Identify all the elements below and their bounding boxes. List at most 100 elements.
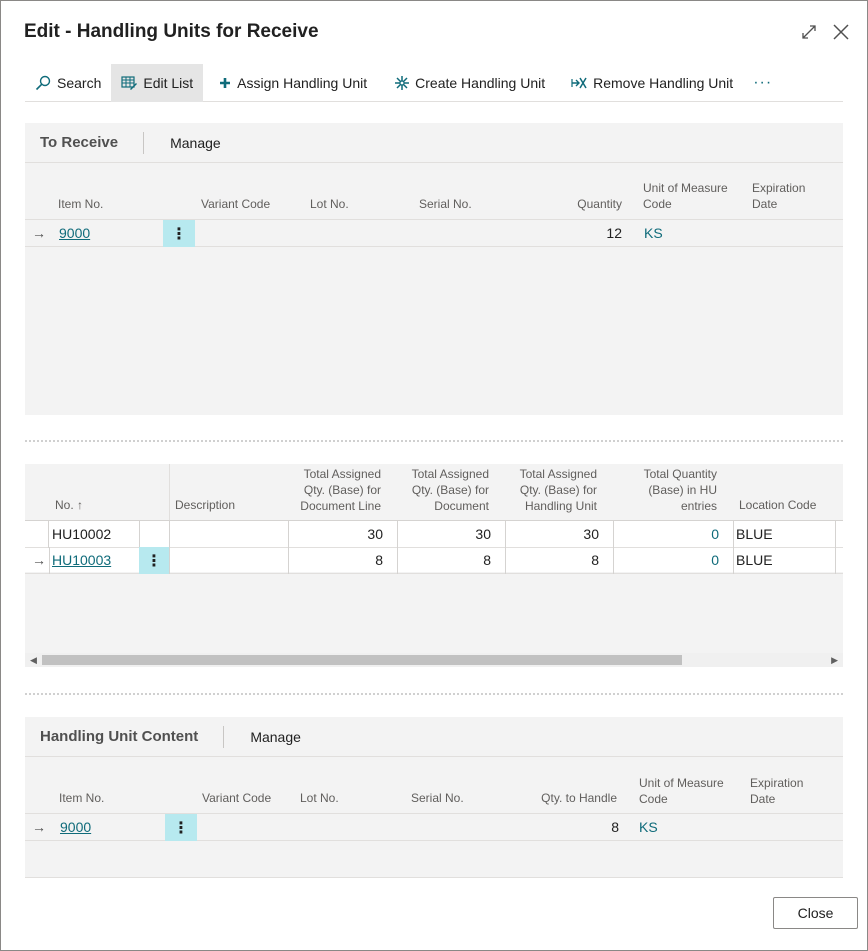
col-label: (Base) in HU bbox=[648, 483, 717, 497]
table-row[interactable]: → 9000 ⋮ 12 KS bbox=[25, 220, 843, 247]
location-cell: BLUE bbox=[736, 526, 773, 542]
search-icon bbox=[35, 75, 51, 91]
col-label: Total Assigned bbox=[303, 467, 381, 481]
cell-divider bbox=[613, 521, 614, 548]
row-arrow-icon: → bbox=[32, 819, 46, 835]
doc-line-cell: 8 bbox=[375, 552, 383, 568]
description-cell[interactable] bbox=[169, 547, 289, 574]
close-button[interactable]: Close bbox=[773, 897, 858, 929]
col-expiration-date[interactable]: Expiration Date bbox=[750, 775, 803, 807]
col-quantity[interactable]: Quantity bbox=[577, 197, 622, 211]
cell-divider bbox=[49, 547, 50, 574]
search-label: Search bbox=[57, 74, 102, 91]
col-location-code[interactable]: Location Code bbox=[739, 498, 817, 512]
table-row[interactable]: HU10002 30 30 30 0 BLUE bbox=[25, 521, 843, 548]
col-serial-no[interactable]: Serial No. bbox=[419, 197, 472, 211]
col-description[interactable]: Description bbox=[175, 498, 236, 512]
location-cell: BLUE bbox=[736, 552, 773, 568]
assign-handling-unit-button[interactable]: Assign Handling Unit bbox=[203, 64, 377, 102]
col-total-assigned-hu[interactable]: Total Assigned Qty. (Base) for Handling … bbox=[501, 466, 597, 514]
col-label: Document Line bbox=[300, 499, 381, 513]
dialog-title: Edit - Handling Units for Receive bbox=[24, 21, 319, 42]
entries-cell[interactable]: 0 bbox=[711, 526, 719, 542]
row-selector[interactable] bbox=[25, 521, 49, 548]
cell-divider bbox=[835, 547, 836, 574]
to-receive-part: To Receive Manage Item No. Variant Code … bbox=[25, 123, 843, 415]
expand-icon[interactable] bbox=[798, 21, 820, 43]
remove-handling-unit-button[interactable]: Remove Handling Unit bbox=[555, 64, 743, 102]
col-item-no[interactable]: Item No. bbox=[59, 791, 105, 805]
row-menu-button[interactable]: ⋮ bbox=[139, 547, 169, 574]
col-lot-no[interactable]: Lot No. bbox=[300, 791, 339, 805]
col-exp-line1: Expiration bbox=[752, 181, 806, 195]
assign-handling-unit-label: Assign Handling Unit bbox=[237, 74, 368, 91]
to-receive-header: To Receive Manage bbox=[25, 123, 843, 163]
doc-cell: 30 bbox=[475, 526, 491, 542]
edit-list-button[interactable]: Edit List bbox=[111, 63, 204, 102]
cell-divider bbox=[505, 547, 506, 574]
col-uom-line1: Unit of Measure bbox=[643, 181, 728, 195]
horizontal-scrollbar[interactable]: ◀ ▶ bbox=[25, 653, 843, 667]
col-label: entries bbox=[680, 499, 717, 513]
col-qty-to-handle[interactable]: Qty. to Handle bbox=[541, 791, 617, 805]
col-label: Total Assigned bbox=[411, 467, 489, 481]
col-variant-code[interactable]: Variant Code bbox=[201, 197, 271, 211]
plus-icon bbox=[219, 77, 231, 89]
scroll-left-arrow-icon[interactable]: ◀ bbox=[30, 655, 37, 665]
hu-cell: 30 bbox=[583, 526, 599, 542]
col-total-quantity-hu-entries[interactable]: Total Quantity (Base) in HU entries bbox=[621, 466, 717, 514]
section-divider bbox=[25, 693, 843, 695]
row-menu-slot bbox=[139, 521, 169, 548]
table-row[interactable]: → HU10003 ⋮ 8 8 8 0 BLUE bbox=[25, 547, 843, 574]
col-lot-no[interactable]: Lot No. bbox=[310, 197, 349, 211]
header-divider bbox=[169, 464, 170, 521]
col-expiration-date[interactable]: Expiration Date bbox=[752, 180, 805, 212]
entries-cell[interactable]: 0 bbox=[711, 552, 719, 568]
item-no-cell[interactable]: 9000 bbox=[59, 225, 91, 241]
col-no[interactable]: No. ↑ bbox=[55, 498, 84, 512]
uom-cell[interactable]: KS bbox=[639, 819, 658, 835]
col-label: Qty. (Base) for bbox=[303, 483, 381, 497]
hu-cell: 8 bbox=[591, 552, 599, 568]
cell-divider bbox=[397, 521, 398, 548]
hu-content-manage-button[interactable]: Manage bbox=[250, 728, 301, 745]
col-item-no[interactable]: Item No. bbox=[58, 197, 104, 211]
col-uom-line1: Unit of Measure bbox=[639, 776, 724, 790]
row-menu-button[interactable]: ⋮ bbox=[163, 220, 195, 247]
to-receive-manage-button[interactable]: Manage bbox=[170, 134, 221, 151]
cell-divider bbox=[733, 547, 734, 574]
col-variant-code[interactable]: Variant Code bbox=[202, 791, 272, 805]
sparkle-icon bbox=[395, 75, 410, 90]
col-total-assigned-doc-line[interactable]: Total Assigned Qty. (Base) for Document … bbox=[285, 466, 381, 514]
close-icon[interactable] bbox=[830, 21, 852, 43]
footer-divider bbox=[25, 877, 843, 878]
uom-cell[interactable]: KS bbox=[644, 225, 663, 241]
row-menu-button[interactable]: ⋮ bbox=[165, 814, 197, 841]
col-serial-no[interactable]: Serial No. bbox=[411, 791, 464, 805]
description-cell[interactable] bbox=[169, 521, 289, 548]
more-options-button[interactable]: ··· bbox=[753, 73, 773, 91]
scroll-right-arrow-icon[interactable]: ▶ bbox=[831, 655, 838, 665]
hu-content-title: Handling Unit Content bbox=[25, 725, 225, 748]
item-no-cell[interactable]: 9000 bbox=[60, 819, 92, 835]
scrollbar-thumb[interactable] bbox=[42, 655, 682, 665]
hu-no-cell[interactable]: HU10002 bbox=[52, 526, 112, 542]
create-handling-unit-label: Create Handling Unit bbox=[415, 74, 546, 91]
hu-content-header: Handling Unit Content Manage bbox=[25, 717, 843, 757]
create-handling-unit-button[interactable]: Create Handling Unit bbox=[377, 64, 555, 102]
table-row[interactable]: → 9000 ⋮ 8 KS bbox=[25, 814, 843, 841]
cell-divider bbox=[835, 521, 836, 548]
col-total-assigned-doc[interactable]: Total Assigned Qty. (Base) for Document bbox=[393, 466, 489, 514]
hu-no-cell[interactable]: HU10003 bbox=[52, 552, 112, 568]
col-uom[interactable]: Unit of Measure Code bbox=[643, 180, 728, 212]
action-bar: Search Edit List Assign Handling Unit Cr… bbox=[25, 63, 843, 102]
col-uom[interactable]: Unit of Measure Code bbox=[639, 775, 724, 807]
col-label: Qty. (Base) for bbox=[519, 483, 597, 497]
col-label: Qty. (Base) for bbox=[411, 483, 489, 497]
col-uom-line2: Code bbox=[643, 197, 672, 211]
edit-list-label: Edit List bbox=[143, 74, 194, 91]
search-button[interactable]: Search bbox=[25, 64, 111, 102]
header-divider bbox=[25, 219, 843, 220]
grid-body: HU10002 30 30 30 0 BLUE → HU10003 ⋮ bbox=[25, 520, 843, 574]
